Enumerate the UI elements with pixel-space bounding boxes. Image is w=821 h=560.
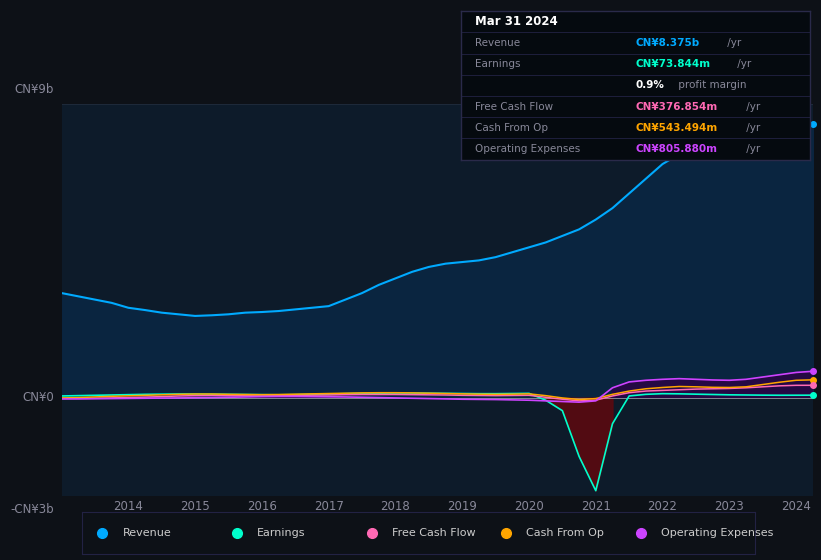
Text: CN¥8.375b: CN¥8.375b bbox=[636, 38, 700, 48]
Text: Earnings: Earnings bbox=[475, 59, 521, 69]
Text: Cash From Op: Cash From Op bbox=[526, 529, 604, 538]
Text: profit margin: profit margin bbox=[675, 81, 746, 90]
Text: Free Cash Flow: Free Cash Flow bbox=[475, 101, 553, 111]
Text: Earnings: Earnings bbox=[257, 529, 305, 538]
Text: /yr: /yr bbox=[743, 144, 760, 154]
Text: Revenue: Revenue bbox=[122, 529, 172, 538]
Text: CN¥376.854m: CN¥376.854m bbox=[636, 101, 718, 111]
Text: CN¥73.844m: CN¥73.844m bbox=[636, 59, 711, 69]
Text: CN¥9b: CN¥9b bbox=[15, 83, 54, 96]
Text: Mar 31 2024: Mar 31 2024 bbox=[475, 15, 558, 29]
Text: Revenue: Revenue bbox=[475, 38, 521, 48]
Text: /yr: /yr bbox=[743, 123, 760, 133]
Text: CN¥805.880m: CN¥805.880m bbox=[636, 144, 718, 154]
Text: Cash From Op: Cash From Op bbox=[475, 123, 548, 133]
Text: /yr: /yr bbox=[724, 38, 741, 48]
Text: Free Cash Flow: Free Cash Flow bbox=[392, 529, 475, 538]
Text: /yr: /yr bbox=[734, 59, 751, 69]
Text: -CN¥3b: -CN¥3b bbox=[11, 503, 54, 516]
Text: Operating Expenses: Operating Expenses bbox=[661, 529, 773, 538]
Text: CN¥0: CN¥0 bbox=[22, 391, 54, 404]
Text: /yr: /yr bbox=[743, 101, 760, 111]
Text: Operating Expenses: Operating Expenses bbox=[475, 144, 580, 154]
Text: CN¥543.494m: CN¥543.494m bbox=[636, 123, 718, 133]
Text: 0.9%: 0.9% bbox=[636, 81, 665, 90]
